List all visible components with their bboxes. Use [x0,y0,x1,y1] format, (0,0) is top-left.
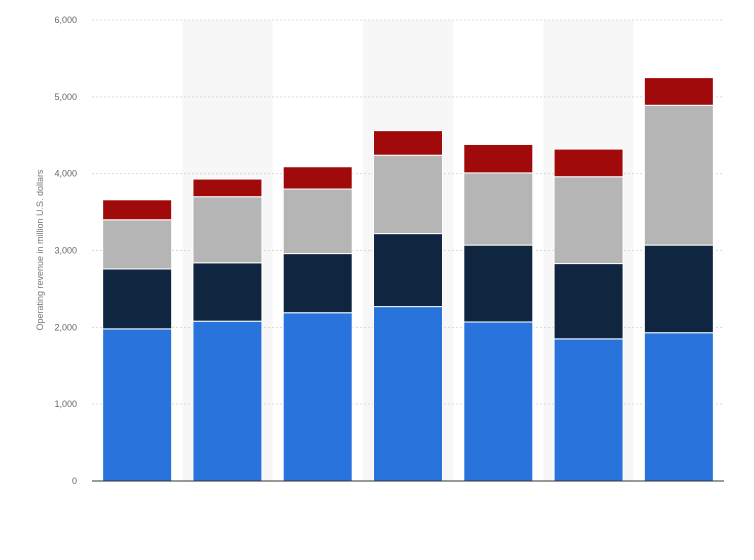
bar-segment [553,176,624,265]
bar-segment [282,312,353,482]
bar-segment [373,306,443,482]
y-tick-label: 1,000 [54,399,77,409]
y-tick-label: 6,000 [54,15,77,25]
bar-segment [102,268,173,330]
y-tick-label: 0 [72,476,77,486]
bar-segment [282,166,353,190]
y-tick-label: 5,000 [54,92,77,102]
y-tick-label: 4,000 [54,169,77,179]
bar-segment [553,263,624,340]
bar-segment [192,196,263,264]
bar-segment [373,233,443,308]
bar-segment [643,244,714,334]
bar-segment [102,328,173,482]
y-tick-label: 3,000 [54,246,77,256]
bar-segment [282,188,353,255]
bar-segment [553,338,624,482]
bar-segment [373,154,443,235]
bars [102,77,714,482]
bar-segment [463,172,534,246]
bar-segment [192,178,263,198]
bar-segment [463,321,534,482]
bar-segment [192,262,263,322]
bar-segment [102,219,173,270]
bar-segment [643,104,714,246]
bar-segment [643,332,714,482]
y-axis-title: Operating revenue in million U.S. dollar… [35,169,45,331]
bar-segment [463,244,534,323]
bar-segment [102,199,173,221]
bar-segment [643,77,714,106]
bar-segment [282,253,353,314]
bar-segment [553,148,624,178]
bar-segment [192,320,263,482]
bar-segment [373,130,443,156]
bar-segment [463,143,534,174]
y-axis-ticks: 0 1,000 2,000 3,000 4,000 5,000 6,000 [54,15,77,486]
y-tick-label: 2,000 [54,322,77,332]
